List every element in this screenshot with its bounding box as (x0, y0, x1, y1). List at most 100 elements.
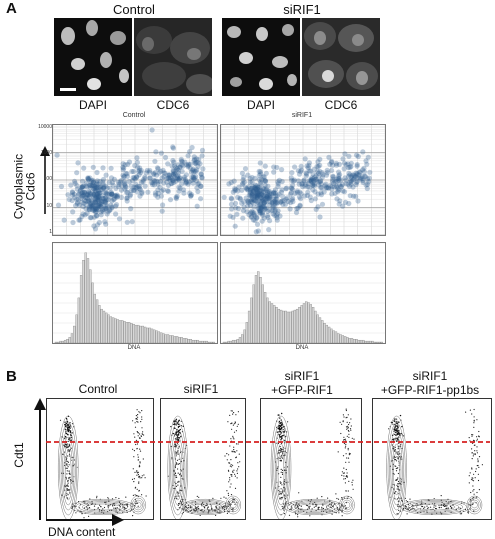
scatter-point (177, 185, 183, 191)
scatter-point (340, 156, 346, 162)
scatter-point (296, 194, 302, 200)
facs-event (332, 505, 334, 508)
scatter-point (193, 178, 199, 184)
facs-event (322, 507, 325, 510)
facs-event (234, 421, 236, 423)
scatter-point (295, 168, 301, 174)
scatter-point (90, 182, 96, 188)
scatter-point (88, 182, 94, 188)
scatter-point (79, 190, 85, 196)
scatter-point (115, 193, 121, 199)
facs-event (133, 433, 135, 435)
facs-event (447, 507, 449, 509)
scatter-point (293, 209, 300, 216)
facs-event (391, 434, 394, 436)
facs-event (79, 511, 81, 513)
facs-event (341, 515, 343, 517)
facs-event (403, 508, 405, 510)
scatter-point (93, 200, 99, 206)
scatter-point (133, 181, 139, 187)
scatter-point (342, 199, 349, 205)
facs-event (471, 467, 473, 469)
scatter-point (176, 184, 182, 190)
scatter-point (189, 144, 195, 151)
facs-event (68, 464, 70, 466)
facs-event (215, 506, 217, 508)
histogram-bar (166, 334, 170, 343)
facs-event (179, 432, 181, 434)
histogram-bar (164, 334, 167, 343)
facs-event (468, 482, 470, 484)
scatter-point (236, 184, 242, 190)
facs-event (331, 513, 333, 515)
facs-event (132, 420, 134, 422)
facs-event (343, 478, 345, 480)
facs-event (472, 485, 474, 487)
scatter-point (124, 173, 130, 179)
histogram-bar (293, 309, 297, 343)
scatter-point (337, 198, 343, 204)
facs-event (476, 465, 478, 467)
scatter-point (267, 218, 273, 224)
facs-event (472, 490, 474, 492)
facs-event (134, 494, 136, 496)
scatter-point (170, 168, 177, 175)
facs-event (476, 452, 478, 454)
scatter-point (332, 179, 338, 185)
scatter-point (292, 190, 298, 197)
scatter-point (109, 191, 115, 197)
histogram-bar (102, 310, 106, 343)
scatter-point (100, 176, 107, 183)
facs-event (82, 501, 84, 503)
scatter-point (88, 203, 94, 209)
histogram-bar (222, 341, 226, 343)
facs-event (177, 434, 179, 436)
scatter-point (199, 153, 205, 159)
facs-event (227, 492, 229, 494)
scatter-point (181, 174, 188, 180)
histogram-bar (116, 319, 119, 343)
scatter-point (85, 199, 91, 205)
scatter-point (121, 178, 127, 185)
scatter-point (290, 182, 296, 188)
facs-event (393, 430, 395, 432)
scatter-point (193, 156, 200, 162)
scatter-point (175, 176, 181, 182)
facs-event (279, 457, 281, 460)
scatter-point (262, 206, 268, 212)
histogram-bar (141, 325, 145, 343)
scatter-point (104, 203, 110, 209)
facs-event (347, 426, 349, 428)
scatter-point (256, 193, 262, 199)
facs-event (348, 452, 350, 454)
histogram-bar (155, 330, 158, 343)
scatter-point (80, 211, 86, 217)
scatter-point (245, 198, 251, 204)
scatter-point (95, 194, 101, 201)
facs-event (196, 495, 198, 497)
scatter-point (177, 164, 183, 170)
facs-event (331, 510, 333, 512)
scatter-point (353, 182, 359, 188)
facs-event (398, 509, 400, 511)
scatter-point (139, 190, 145, 196)
facs-event (132, 468, 134, 470)
scatter-point (90, 179, 97, 185)
facs-title-rescue-line2: +GFP-RIF1 (271, 383, 333, 397)
scatter-point (187, 149, 193, 155)
facs-event (223, 509, 226, 511)
scatter-point (252, 185, 258, 191)
scatter-point (272, 204, 278, 210)
scatter-point (120, 172, 126, 178)
scatter-point (260, 204, 266, 210)
facs-event (70, 437, 73, 439)
scatter-point (156, 170, 162, 176)
scatter-point (190, 174, 196, 180)
facs-event (395, 467, 397, 470)
histogram-bar (314, 310, 317, 343)
scatter-point (91, 191, 97, 197)
scatter-point (104, 191, 110, 198)
scatter-point (152, 158, 158, 164)
facs-event (67, 461, 69, 463)
histogram-bar (93, 293, 97, 343)
